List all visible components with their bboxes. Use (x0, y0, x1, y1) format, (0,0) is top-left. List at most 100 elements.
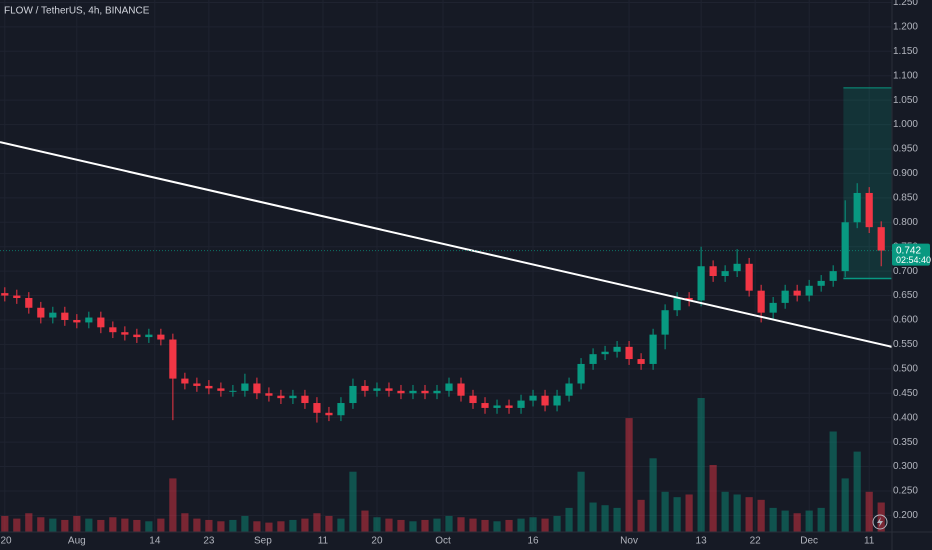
candle-body (181, 378, 189, 384)
candle-body (793, 290, 801, 296)
candle-body (781, 290, 789, 303)
x-tick-label: 16 (527, 536, 539, 547)
volume-bar (61, 519, 69, 532)
candle-body (361, 385, 369, 391)
candle-body (481, 403, 489, 408)
y-tick-label: 1.100 (893, 70, 918, 81)
y-tick-label: 0.700 (893, 266, 918, 277)
candle-body (661, 310, 669, 335)
candle-body (685, 297, 693, 301)
x-tick-label: Dec (800, 536, 818, 547)
candle-body (133, 334, 141, 338)
candle-body (49, 312, 57, 318)
volume-bar (289, 519, 297, 532)
volume-bar (529, 517, 537, 532)
volume-bar (457, 517, 465, 532)
candle-body (529, 395, 537, 401)
volume-bar (397, 519, 405, 532)
volume-bar (625, 418, 633, 532)
volume-bar (121, 518, 129, 532)
volume-bar (493, 521, 501, 532)
candle-body (277, 395, 285, 399)
volume-bar (877, 502, 885, 532)
candle-body (397, 390, 405, 394)
volume-bar (409, 521, 417, 532)
volume-bar (469, 518, 477, 532)
candle-body (757, 290, 765, 313)
candle-body (13, 295, 21, 298)
candle-body (289, 395, 297, 399)
candle-body (745, 263, 753, 291)
candle-body (817, 280, 825, 286)
volume-bar (229, 519, 237, 532)
volume-bar (133, 519, 141, 532)
candle-body (313, 403, 321, 413)
candle-body (37, 307, 45, 318)
x-tick-label: Nov (620, 536, 638, 547)
candle-body (109, 327, 117, 333)
candle-body (553, 395, 561, 406)
candle-body (121, 332, 129, 335)
volume-bar (361, 510, 369, 532)
volume-bar (673, 497, 681, 532)
y-tick-label: 0.200 (893, 510, 918, 521)
candle-body (613, 346, 621, 352)
candle-body (721, 271, 729, 277)
candle-body (301, 395, 309, 404)
volume-bar (781, 510, 789, 532)
candle-body (877, 227, 885, 251)
y-tick-label: 0.650 (893, 290, 918, 301)
x-tick-label: Aug (68, 536, 86, 547)
volume-bar (325, 515, 333, 532)
volume-bar (313, 513, 321, 532)
x-tick-label: 14 (149, 536, 161, 547)
volume-bar (505, 519, 513, 532)
candle-body (565, 383, 573, 396)
volume-bar (745, 497, 753, 532)
volume-bar (37, 517, 45, 532)
y-tick-label: 0.500 (893, 363, 918, 374)
volume-bar (541, 518, 549, 532)
volume-bar (169, 478, 177, 532)
candle-body (445, 383, 453, 391)
y-tick-label: 0.350 (893, 437, 918, 448)
volume-bar (517, 518, 525, 532)
y-tick-label: 1.000 (893, 119, 918, 130)
x-tick-label: 11 (864, 536, 875, 547)
volume-bar (613, 507, 621, 532)
volume-bar (13, 518, 21, 532)
replay-icon[interactable] (872, 514, 888, 530)
candle-body (1, 293, 9, 296)
volume-bar (385, 518, 393, 532)
x-tick-label: 20 (0, 536, 12, 547)
y-tick-label: 1.200 (893, 22, 918, 33)
volume-bar (181, 513, 189, 532)
volume-bar (1, 515, 9, 532)
candle-body (265, 393, 273, 396)
volume-bar (445, 515, 453, 532)
volume-bar (865, 491, 873, 532)
y-tick-label: 0.900 (893, 168, 918, 179)
x-tick-label: Oct (435, 536, 451, 547)
volume-bar (589, 502, 597, 532)
candle-body (205, 385, 213, 389)
candle-body (85, 317, 93, 323)
volume-bar (85, 518, 93, 532)
volume-bar (157, 518, 165, 532)
volume-bar (205, 519, 213, 532)
candle-body (457, 383, 465, 396)
candle-body (325, 412, 333, 416)
candle-body (577, 363, 585, 384)
x-tick-label: 22 (750, 536, 762, 547)
volume-bar (637, 499, 645, 532)
candle-body (217, 388, 225, 391)
candle-body (649, 334, 657, 364)
y-tick-label: 0.450 (893, 388, 918, 399)
y-tick-label: 1.050 (893, 95, 918, 106)
candle-body (157, 334, 165, 340)
x-tick-label: Sep (254, 536, 272, 547)
y-tick-label: 0.250 (893, 486, 918, 497)
candle-body (229, 390, 237, 392)
volume-bar (25, 513, 33, 532)
